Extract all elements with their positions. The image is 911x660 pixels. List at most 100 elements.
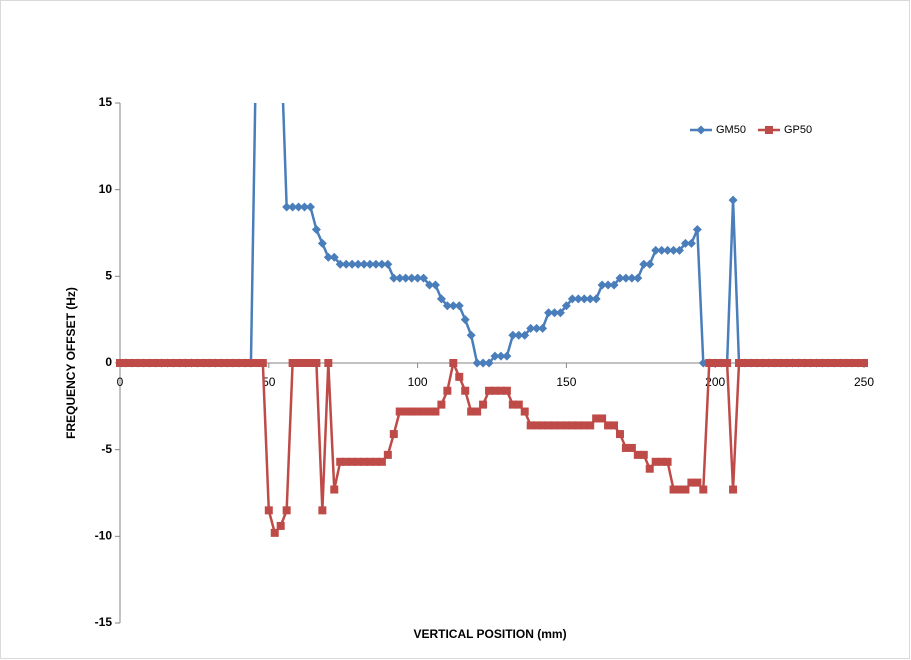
- data-point: [544, 308, 554, 318]
- data-point: [561, 301, 571, 311]
- data-point: [693, 478, 702, 487]
- data-point: [699, 485, 708, 494]
- data-point: [782, 359, 791, 367]
- data-point: [508, 330, 518, 340]
- data-point: [663, 457, 672, 466]
- data-point: [848, 359, 857, 367]
- data-point: [288, 359, 297, 367]
- data-point: [121, 359, 130, 367]
- data-point: [562, 421, 571, 430]
- data-point: [223, 359, 232, 367]
- data-point: [555, 308, 565, 318]
- data-point: [294, 359, 303, 367]
- data-point: [633, 273, 643, 283]
- data-point: [711, 359, 720, 367]
- data-point: [573, 294, 583, 304]
- data-point: [217, 359, 226, 367]
- data-point: [585, 294, 595, 304]
- data-point: [675, 485, 684, 494]
- data-point: [502, 386, 511, 395]
- data-point: [133, 359, 142, 367]
- data-point: [639, 450, 648, 459]
- data-point: [193, 359, 202, 367]
- data-point: [407, 407, 416, 416]
- data-point: [461, 386, 470, 395]
- y-tick-label: 0: [105, 355, 112, 369]
- legend-label: GP50: [784, 124, 812, 136]
- data-point: [389, 273, 399, 283]
- data-point: [413, 407, 422, 416]
- data-point: [788, 359, 797, 367]
- data-point: [312, 359, 321, 367]
- data-point: [532, 421, 541, 430]
- data-point: [549, 308, 559, 318]
- y-tick-label: -15: [95, 615, 113, 629]
- data-point: [717, 359, 726, 367]
- data-point: [550, 421, 559, 430]
- data-point: [449, 359, 458, 367]
- data-point: [520, 407, 529, 416]
- data-point: [538, 421, 547, 430]
- data-point: [395, 273, 405, 283]
- data-point: [508, 400, 517, 409]
- data-point: [240, 359, 249, 367]
- data-point: [235, 359, 244, 367]
- x-tick-label: 250: [854, 375, 874, 389]
- data-point: [205, 359, 214, 367]
- data-point: [175, 359, 184, 367]
- data-point: [371, 457, 380, 466]
- data-point: [598, 414, 607, 423]
- data-point: [472, 358, 482, 368]
- data-point: [365, 259, 375, 269]
- data-point: [305, 202, 315, 212]
- data-point: [621, 443, 630, 452]
- data-point: [818, 359, 827, 367]
- data-point: [354, 457, 363, 466]
- data-point: [604, 421, 613, 430]
- y-tick-label: 10: [99, 182, 113, 196]
- data-point: [729, 485, 738, 494]
- data-point: [181, 359, 190, 367]
- data-point: [651, 245, 661, 255]
- data-point: [580, 421, 589, 430]
- y-tick-label: 5: [105, 269, 112, 283]
- data-point: [854, 359, 863, 367]
- data-point: [323, 252, 333, 262]
- x-axis-title: VERTICAL POSITION (mm): [413, 627, 566, 641]
- data-point: [401, 407, 410, 416]
- data-point: [610, 421, 619, 430]
- y-tick-label: 15: [99, 95, 113, 109]
- data-point: [229, 359, 238, 367]
- data-point: [586, 421, 595, 430]
- data-point: [603, 280, 613, 290]
- data-point: [705, 359, 714, 367]
- data-point: [395, 407, 404, 416]
- data-point: [169, 359, 178, 367]
- data-point: [609, 280, 619, 290]
- data-point: [574, 421, 583, 430]
- data-point: [800, 359, 809, 367]
- data-point: [681, 485, 690, 494]
- data-point: [348, 457, 357, 466]
- data-point: [336, 457, 345, 466]
- x-tick-label: 50: [262, 375, 276, 389]
- data-point: [591, 294, 601, 304]
- data-point: [116, 359, 124, 367]
- data-point: [520, 330, 530, 340]
- data-point: [478, 358, 488, 368]
- data-point: [455, 372, 464, 381]
- data-point: [264, 506, 273, 515]
- data-point: [383, 259, 393, 269]
- data-point: [674, 245, 684, 255]
- data-point: [490, 386, 499, 395]
- data-point: [276, 521, 285, 530]
- data-point: [360, 457, 369, 466]
- data-point: [318, 506, 327, 515]
- data-point: [764, 359, 773, 367]
- data-point: [485, 386, 494, 395]
- data-point: [330, 485, 339, 494]
- data-point: [443, 386, 452, 395]
- data-point: [300, 202, 310, 212]
- data-point: [199, 359, 208, 367]
- data-point: [669, 485, 678, 494]
